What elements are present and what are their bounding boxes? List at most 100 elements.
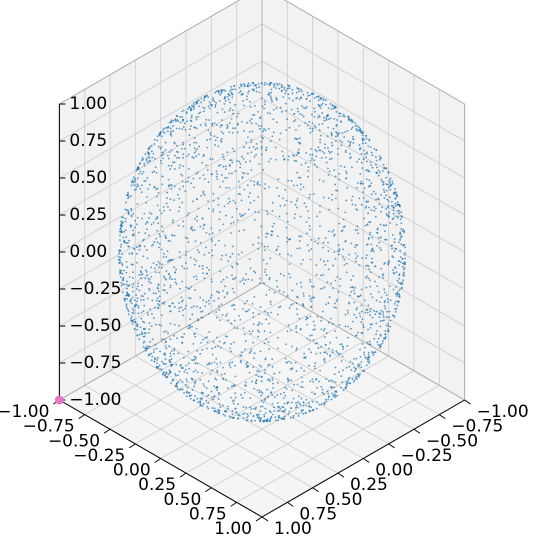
sphere-point (291, 99, 294, 102)
sphere-point (322, 359, 325, 361)
sphere-point (119, 261, 122, 264)
sphere-point (165, 202, 168, 205)
sphere-point (255, 406, 257, 409)
sphere-point (368, 206, 370, 209)
sphere-point (277, 178, 280, 181)
sphere-point (265, 146, 268, 149)
sphere-point (315, 352, 318, 355)
sphere-point (397, 215, 400, 218)
sphere-point (136, 285, 139, 288)
sphere-point (141, 184, 143, 187)
sphere-point (196, 398, 199, 400)
sphere-point (369, 221, 372, 223)
sphere-point (296, 107, 299, 110)
sphere-point (329, 158, 331, 161)
sphere-point (215, 311, 218, 313)
sphere-point (283, 418, 286, 421)
sphere-point (265, 318, 268, 321)
sphere-point (140, 311, 143, 314)
sphere-point (195, 155, 198, 158)
sphere-point (388, 185, 391, 187)
sphere-point (123, 297, 126, 300)
sphere-point (328, 152, 331, 154)
sphere-point (300, 411, 303, 413)
sphere-point (184, 307, 187, 310)
sphere-point (219, 139, 222, 142)
sphere-point (234, 375, 237, 378)
sphere-point (256, 147, 259, 150)
sphere-point (400, 286, 403, 289)
sphere-point (399, 218, 402, 221)
sphere-point (187, 180, 189, 183)
sphere-point (374, 192, 377, 195)
sphere-point (325, 332, 328, 335)
sphere-point (203, 97, 206, 99)
sphere-point (374, 351, 377, 353)
sphere-point (319, 225, 321, 228)
sphere-point (253, 352, 256, 355)
sphere-point (324, 263, 327, 266)
sphere-point (150, 150, 153, 153)
sphere-point (224, 335, 227, 337)
sphere-point (369, 161, 372, 164)
sphere-point (305, 221, 308, 224)
sphere-point (143, 245, 146, 248)
sphere-point (206, 395, 208, 397)
sphere-point (275, 419, 277, 422)
sphere-point (312, 93, 315, 96)
sphere-point (397, 241, 400, 244)
sphere-point (136, 297, 139, 300)
sphere-point (324, 398, 327, 401)
sphere-point (378, 276, 381, 279)
sphere-point (222, 156, 225, 158)
sphere-point (365, 257, 368, 259)
sphere-point (174, 281, 177, 284)
sphere-point (136, 183, 139, 186)
sphere-point (353, 370, 356, 373)
sphere-point (384, 307, 387, 310)
sphere-point (382, 313, 385, 316)
sphere-point (368, 179, 371, 182)
sphere-point (182, 185, 185, 188)
sphere-point (394, 188, 396, 190)
sphere-point (316, 342, 319, 345)
gridline (59, 60, 263, 179)
sphere-point (169, 284, 172, 287)
sphere-point (248, 352, 251, 354)
sphere-point (145, 179, 147, 182)
sphere-point (221, 254, 223, 257)
sphere-point (391, 244, 393, 247)
sphere-point (133, 318, 136, 321)
sphere-point (222, 278, 225, 281)
sphere-point (288, 87, 291, 90)
sphere-point (254, 408, 257, 410)
sphere-point (290, 407, 293, 410)
sphere-point (134, 219, 137, 222)
sphere-point (399, 233, 401, 236)
sphere-point (243, 85, 246, 88)
sphere-point (152, 221, 155, 224)
sphere-point (156, 286, 159, 289)
sphere-point (234, 396, 237, 399)
sphere-point (327, 302, 330, 305)
sphere-point (177, 210, 180, 213)
sphere-point (181, 380, 184, 383)
sphere-point (194, 335, 197, 338)
sphere-point (401, 216, 404, 219)
sphere-point (192, 370, 195, 373)
sphere-point (123, 299, 126, 302)
sphere-point (352, 362, 354, 365)
sphere-point (387, 186, 390, 189)
sphere-point (126, 298, 129, 300)
sphere-point (272, 406, 275, 409)
sphere-point (361, 167, 364, 170)
sphere-point (330, 386, 333, 389)
sphere-point (334, 302, 336, 305)
sphere-point (159, 368, 162, 371)
sphere-point (138, 248, 141, 251)
sphere-point (195, 101, 197, 104)
sphere-point (361, 142, 364, 145)
sphere-point (294, 361, 297, 364)
sphere-point (169, 361, 171, 364)
sphere-point (231, 93, 234, 96)
